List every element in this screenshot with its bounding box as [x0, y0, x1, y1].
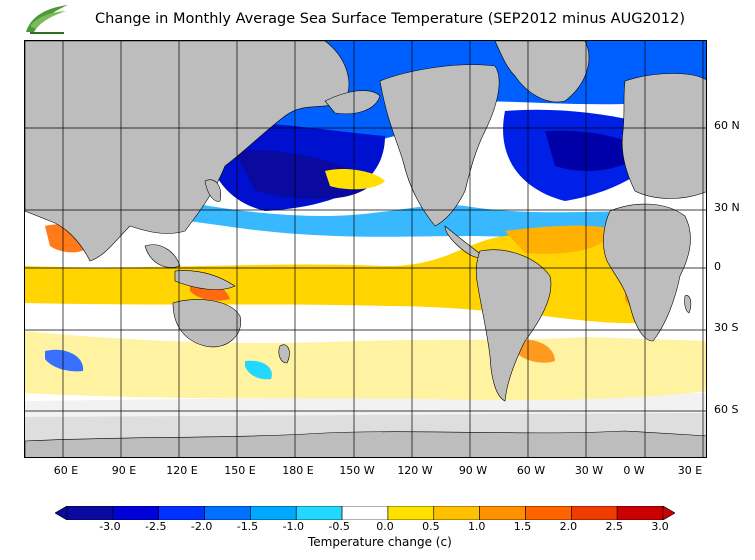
color-scale-bar [55, 506, 675, 520]
lon-label: 120 W [397, 464, 433, 477]
lon-label: 150 W [339, 464, 375, 477]
color-scale-min-arrow [55, 506, 68, 520]
color-scale-segment [616, 506, 664, 520]
color-scale-tick-label: -1.5 [236, 520, 259, 533]
lat-label-30n: 30 N [714, 201, 740, 214]
lon-label: 60 W [516, 464, 546, 477]
color-scale-tick-label: 1.5 [513, 520, 532, 533]
lon-label: 150 E [224, 464, 256, 477]
graticule [25, 41, 706, 457]
color-scale-tick-label: -3.0 [99, 520, 121, 533]
color-scale-segment [112, 506, 159, 520]
lon-label: 90 E [111, 464, 137, 477]
color-scale-segment [204, 506, 251, 520]
color-scale-segment [571, 506, 618, 520]
color-scale-max-arrow [662, 506, 675, 520]
lon-label: 90 W [458, 464, 488, 477]
color-scale-segment [66, 506, 114, 520]
color-scale-segment [341, 506, 389, 520]
color-scale-segment [479, 506, 526, 520]
color-scale-tick-label: -0.5 [328, 520, 350, 533]
lon-label: 30 E [677, 464, 703, 477]
lon-label: 180 E [282, 464, 314, 477]
color-scale-tick-label: -2.5 [145, 520, 167, 533]
observatory-logo-icon [26, 5, 68, 34]
color-scale-segment [158, 506, 205, 520]
color-scale-segment [433, 506, 480, 520]
lat-label-60s: 60 S [714, 403, 739, 416]
color-scale-tick-label: -1.0 [282, 520, 305, 533]
sst-change-map [24, 40, 707, 458]
land-masses [25, 41, 706, 457]
lon-label: 120 E [166, 464, 198, 477]
color-scale-tick-label: 1.0 [467, 520, 486, 533]
color-scale-tick-label: 0.5 [422, 520, 440, 533]
lon-label: 0 W [623, 464, 645, 477]
color-scale-tick-label: 3.0 [651, 520, 669, 533]
lon-label: 60 E [53, 464, 79, 477]
color-scale-segment [387, 506, 435, 520]
color-scale-tick-label: 2.0 [559, 520, 578, 533]
color-scale-segment [250, 506, 297, 520]
color-scale-tick-label: 2.5 [605, 520, 623, 533]
lon-label: 30 W [574, 464, 604, 477]
color-scale-label: Temperature change (c) [308, 535, 452, 549]
chart-title: Change in Monthly Average Sea Surface Te… [95, 11, 685, 27]
lat-label-60n: 60 N [714, 119, 740, 132]
color-scale-segment [525, 506, 572, 520]
color-scale-tick-label: -2.0 [190, 520, 213, 533]
lat-label-30s: 30 S [714, 321, 739, 334]
color-scale-segment [295, 506, 343, 520]
lat-label-equator: 0 [714, 260, 721, 273]
color-scale-tick-label: 0.0 [376, 520, 394, 533]
